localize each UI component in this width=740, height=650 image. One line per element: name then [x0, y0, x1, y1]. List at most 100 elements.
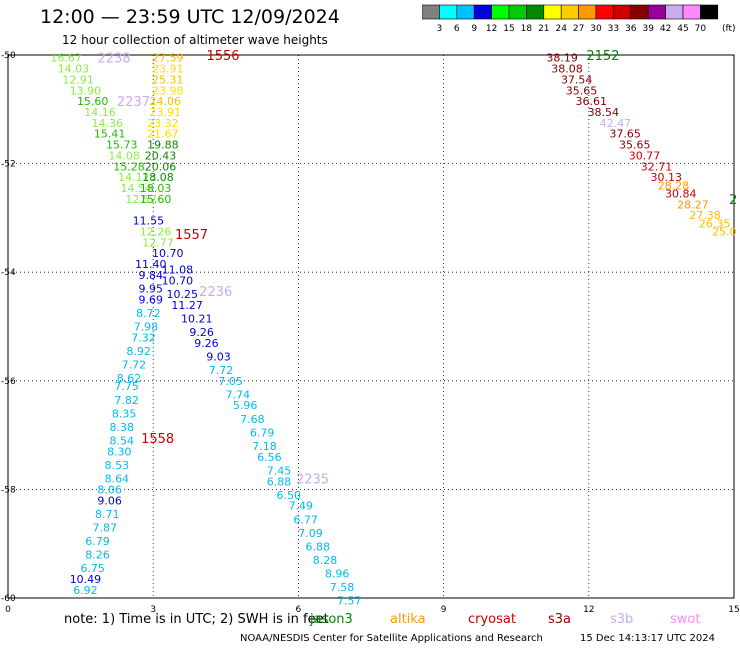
- wave-height-point: 24.06: [150, 95, 182, 108]
- wave-height-point: 11.40: [135, 258, 167, 271]
- x-tick-label: 0: [5, 605, 11, 612]
- colorbar-tick-label: 39: [642, 24, 654, 34]
- colorbar-tick-label: 33: [608, 24, 619, 34]
- wave-height-point: 8.38: [109, 421, 134, 434]
- pass-time-label: 1557: [175, 228, 208, 243]
- colorbar-tick-label: 24: [555, 24, 567, 34]
- wave-height-point: 23.91: [150, 106, 182, 119]
- wave-height-point: 30.13: [650, 171, 682, 184]
- wave-height-point: 36.61: [575, 95, 607, 108]
- colorbar-unit-label: (ft): [722, 24, 736, 34]
- legend-item-jason3: jason3: [310, 612, 353, 627]
- colorbar-tick-label: 36: [625, 24, 637, 34]
- x-tick-label: 15: [728, 605, 739, 612]
- colorbar-tick-label: 30: [590, 24, 602, 34]
- wave-height-point: 6.88: [306, 540, 331, 553]
- pass-time-label: 2236: [199, 285, 232, 300]
- wave-height-point: 10.21: [181, 312, 213, 325]
- chart-title: 12:00 — 23:59 UTC 12/09/2024: [40, 6, 340, 28]
- wave-height-point: 30.84: [665, 187, 697, 200]
- wave-height-point: 18.03: [140, 182, 172, 195]
- wave-height-point: 7.58: [330, 581, 355, 594]
- wave-height-point: 7.57: [337, 595, 362, 608]
- wave-height-point: 25.31: [152, 73, 184, 86]
- wave-height-point: 8.96: [325, 568, 350, 581]
- wave-height-point: 32.71: [641, 160, 673, 173]
- wave-height-point: 8.06: [97, 483, 122, 496]
- pass-time-label: 2238: [98, 52, 131, 67]
- wave-height-point: 8.71: [95, 508, 120, 521]
- wave-height-point: 19.88: [147, 139, 179, 152]
- legend-item-cryosat: cryosat: [468, 612, 516, 627]
- wave-height-point: 10.70: [152, 247, 184, 260]
- colorbar-tick-label: 3: [437, 24, 443, 34]
- wave-height-point: 8.35: [112, 407, 137, 420]
- wave-height-point: 8.54: [109, 435, 134, 448]
- colorbar-tick-label: 70: [695, 24, 707, 34]
- colorbar-tick-label: 15: [503, 24, 514, 34]
- wave-height-point: 23.98: [152, 84, 184, 97]
- wave-height-point: 37.65: [609, 128, 641, 141]
- wave-height-point: 38.54: [588, 106, 620, 119]
- colorbar-tick-label: 27: [573, 24, 584, 34]
- pass-time-label: 2152: [586, 49, 619, 64]
- pass-time-label: 2235: [296, 473, 329, 488]
- wave-height-point: 9.06: [97, 494, 122, 507]
- wave-height-point: 38.19: [546, 52, 578, 65]
- wave-height-point: 9.03: [206, 350, 231, 363]
- wave-height-point: 8.62: [117, 372, 142, 385]
- color-scale-legend: 3 6 9 12 15 18 21 24 27 30 33 36 39 42 45 70 (ft): [422, 4, 736, 34]
- wave-height-point: 12.91: [62, 73, 94, 86]
- x-tick-label: 3: [150, 605, 156, 612]
- wave-height-point: 7.45: [267, 464, 292, 477]
- y-tick-label: -58: [1, 485, 16, 495]
- wave-height-point: 8.72: [136, 307, 161, 320]
- chart-subtitle: 12 hour collection of altimeter wave hei…: [62, 33, 328, 47]
- wave-height-point: 9.95: [139, 282, 164, 295]
- wave-height-point: 9.84: [139, 269, 164, 282]
- colorbar-tick-label: 12: [486, 24, 497, 34]
- wave-height-point: 35.65: [619, 139, 651, 152]
- wave-height-point: 37.54: [561, 73, 593, 86]
- wave-height-point: 7.68: [240, 413, 265, 426]
- wave-height-point: 7.05: [218, 375, 243, 388]
- wave-height-point: 12.57: [125, 193, 157, 206]
- wave-height-point: 10.49: [70, 573, 102, 586]
- wave-height-point: 14.54: [121, 182, 153, 195]
- y-tick-label: -56: [1, 377, 16, 387]
- colorbar-tick-label: 9: [471, 24, 477, 34]
- wave-height-point: 8.30: [107, 445, 132, 458]
- colorbar-swatch: [700, 4, 719, 20]
- wave-height-point: 26.35: [699, 217, 731, 230]
- wave-height-point: 15.28: [113, 160, 145, 173]
- legend-item-s3a: s3a: [548, 612, 572, 627]
- wave-height-point: 16.67: [50, 52, 82, 65]
- wave-height-point: 9.69: [139, 293, 164, 306]
- wave-height-point: 11.55: [133, 215, 165, 228]
- wave-height-point: 30.77: [629, 149, 661, 162]
- wave-height-point: 28.28: [658, 179, 690, 192]
- wave-height-point: 7.72: [122, 359, 147, 372]
- wave-height-point: 8.53: [105, 459, 130, 472]
- wave-height-point: 27.38: [689, 209, 721, 222]
- legend-item-altika: altika: [390, 612, 426, 627]
- wave-height-point: 7.98: [134, 321, 159, 334]
- wave-height-point: 11.27: [171, 299, 203, 312]
- colorbar-tick-label: 21: [538, 24, 549, 34]
- legend-item-s3b: s3b: [610, 612, 634, 627]
- wave-height-point: 10.70: [162, 274, 194, 287]
- wave-height-point: 5.96: [233, 399, 258, 412]
- wave-height-point: 7.09: [298, 527, 323, 540]
- wave-height-point: 9.26: [189, 326, 214, 339]
- wave-height-point: 23.32: [147, 117, 179, 130]
- wave-height-point: 7.75: [114, 380, 139, 393]
- colorbar-tick-label: 18: [521, 24, 533, 34]
- colorbar-tick-label: 45: [677, 24, 688, 34]
- wave-height-point: 15.41: [94, 128, 126, 141]
- wave-height-point: 20.06: [145, 160, 177, 173]
- plot-frame: [7, 54, 735, 599]
- wave-height-point: 14.08: [108, 149, 140, 162]
- pass-time-label: 1556: [206, 49, 239, 64]
- wave-height-point: 35.65: [566, 84, 598, 97]
- wave-height-point: 15.73: [106, 139, 138, 152]
